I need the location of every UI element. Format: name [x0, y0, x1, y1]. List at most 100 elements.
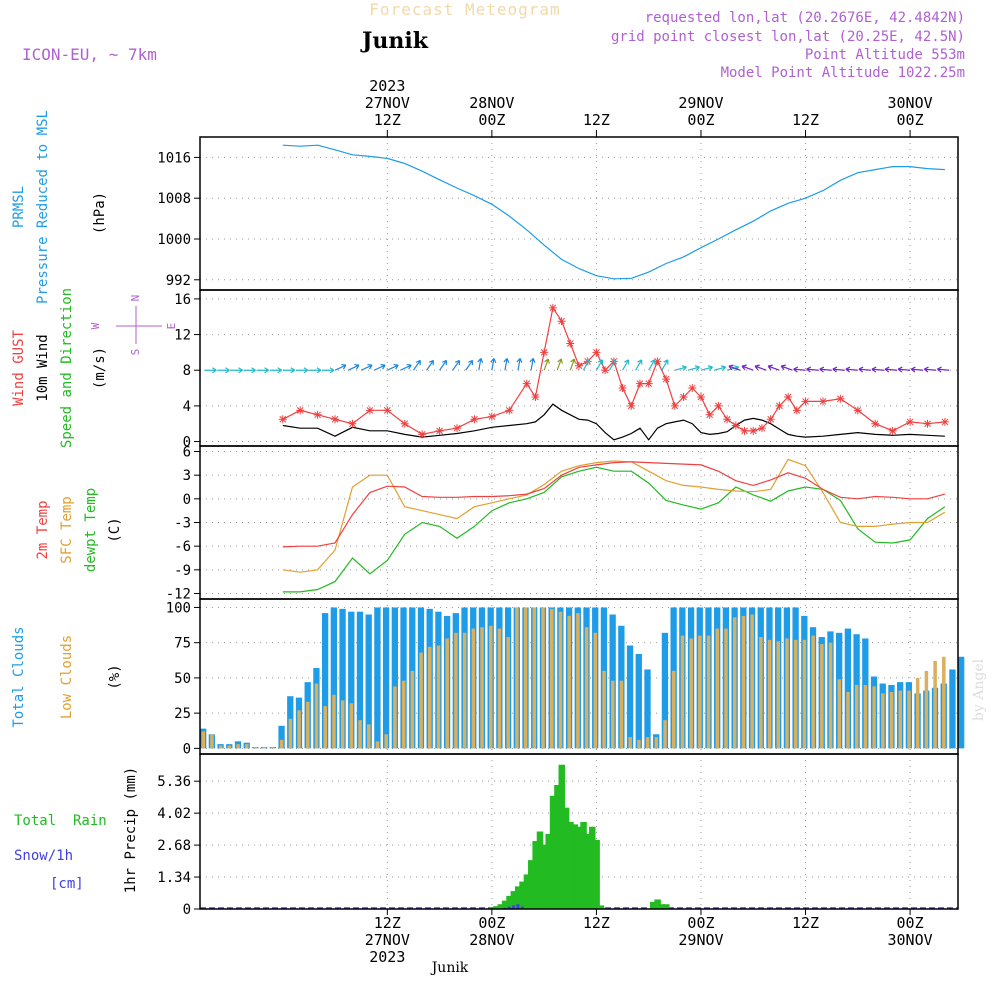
rain-bar [514, 886, 522, 909]
low-clouds-bar [942, 656, 946, 749]
compass-rose: N W E S [89, 295, 178, 356]
low-clouds-bar [837, 679, 842, 749]
low-clouds-bar [715, 628, 720, 749]
low-clouds-bar [741, 615, 746, 749]
low-clouds-bar [550, 608, 554, 749]
wind-direction-arrow [713, 365, 727, 371]
gust-marker [836, 394, 845, 403]
wind-direction-arrow [910, 366, 924, 373]
time-label-top: 27NOV [365, 94, 410, 112]
wind-direction-arrow [936, 366, 950, 373]
wind-direction-arrow [635, 359, 643, 371]
low-clouds-bar [306, 701, 310, 749]
wind-direction-arrow [269, 367, 283, 374]
time-label-bottom: 12Z [792, 914, 819, 932]
time-label-top: 30NOV [888, 94, 933, 112]
gust-marker [313, 410, 322, 419]
low-clouds-bar [820, 644, 824, 749]
y-tick-label: 0 [183, 435, 191, 451]
wind-direction-arrow [608, 359, 617, 371]
total-clouds-bar [400, 607, 407, 749]
gust-marker [575, 361, 583, 370]
wind-direction-arrow [230, 367, 243, 374]
temp-2m-line [282, 461, 946, 548]
low-clouds-bar [628, 737, 632, 749]
low-clouds-bar [811, 635, 815, 749]
wind-direction-arrow [700, 365, 714, 371]
time-label-bottom: 12Z [374, 914, 401, 932]
low-clouds-bar [428, 646, 432, 749]
wind-direction-arrow [360, 363, 373, 371]
low-clouds-bar [558, 611, 563, 749]
low-clouds-bar [881, 693, 885, 749]
low-clouds-bar [288, 718, 293, 749]
low-clouds-bar [863, 684, 868, 749]
rain-bar [501, 900, 509, 909]
total-clouds-bar [949, 669, 956, 749]
low-clouds-bar [532, 607, 537, 749]
low-clouds-bar [480, 627, 484, 749]
y-tick-label: 992 [166, 273, 191, 289]
gust-marker [453, 424, 462, 433]
chart-title: Forecast Meteogram [369, 0, 560, 19]
wind10m-label: 10m Wind [35, 334, 51, 401]
wind-direction-arrow [256, 367, 269, 374]
y-tick-label: 2.68 [157, 838, 191, 854]
gust-marker [470, 415, 479, 424]
gust-marker [888, 426, 897, 435]
total-clouds-bar [278, 725, 285, 749]
wind-direction-arrow [387, 363, 399, 371]
y-tick-label: 50 [174, 671, 191, 687]
gust-marker [505, 406, 514, 415]
rain-bar [597, 905, 605, 909]
rain-bar [567, 821, 574, 909]
low-clouds-bar [349, 703, 354, 749]
y-tick-label: 100 [166, 600, 191, 616]
gust-marker [400, 419, 409, 428]
rain-bar [658, 904, 666, 909]
wind-direction-arrow [556, 358, 563, 371]
low-clouds-bar [323, 706, 327, 749]
rain-bar [554, 785, 561, 909]
gust-marker [418, 430, 427, 439]
snow-label: Snow/1h [14, 848, 73, 864]
time-label-bottom: 00Z [478, 914, 505, 932]
temp-2m-label: 2m Temp [35, 500, 51, 559]
rain-bar [519, 881, 526, 909]
gust-marker [635, 379, 644, 388]
low-clouds-label: Low Clouds [59, 635, 75, 719]
wind-unit-label: (m/s) [92, 347, 108, 389]
total-rain-label: Total Rain [14, 813, 107, 829]
y-tick-label: 8 [183, 363, 191, 379]
low-clouds-bar [759, 637, 763, 749]
wind-direction-arrow [832, 366, 845, 373]
y-tick-label: 4 [183, 399, 191, 415]
total-clouds-bar [844, 628, 852, 749]
gust-marker [792, 406, 801, 415]
gust-marker [531, 392, 540, 401]
y-tick-label: 75 [174, 636, 191, 652]
wind-direction-arrow [871, 366, 884, 373]
gust-marker [557, 317, 566, 326]
wind-direction-arrow [741, 364, 754, 371]
wind-direction-arrow [754, 364, 767, 371]
time-label-top: 12Z [792, 111, 819, 129]
low-clouds-bar [898, 690, 903, 749]
y-tick-label: 6 [183, 445, 191, 461]
snow-bar [516, 904, 520, 909]
gust-marker [348, 419, 357, 428]
time-label-top: 00Z [478, 111, 505, 129]
low-clouds-bar [314, 683, 319, 749]
gust-marker [548, 303, 557, 312]
rain-bar [575, 826, 583, 909]
wind-direction-arrow [819, 366, 832, 373]
low-clouds-bar [454, 632, 458, 749]
wind-speed-dir-label: Speed and Direction [59, 288, 75, 448]
wind-direction-arrow [884, 366, 898, 373]
low-clouds-bar [828, 642, 833, 749]
gust-marker [775, 401, 784, 410]
wind-direction-arrow [477, 358, 484, 371]
low-clouds-bar [227, 745, 232, 749]
wind-gust-line [282, 306, 945, 436]
